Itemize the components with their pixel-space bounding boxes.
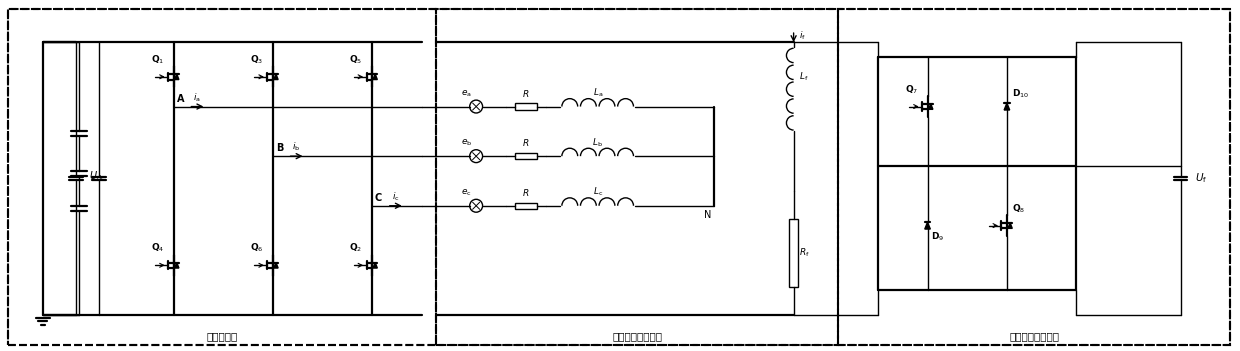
Polygon shape: [929, 104, 932, 109]
Text: R: R: [522, 90, 529, 99]
Bar: [838, 9, 1230, 345]
Text: Q$_6$: Q$_6$: [249, 242, 263, 254]
Text: 全桥变换器: 全桥变换器: [207, 331, 238, 341]
Text: 不对称半桥变换器: 不对称半桥变换器: [1009, 331, 1059, 341]
Text: $i_{\rm a}$: $i_{\rm a}$: [193, 91, 201, 104]
Text: D$_9$: D$_9$: [930, 231, 944, 243]
Polygon shape: [274, 263, 278, 268]
Text: $R_{\rm f}$: $R_{\rm f}$: [799, 247, 810, 259]
Text: B: B: [275, 143, 283, 153]
Polygon shape: [373, 263, 377, 268]
Polygon shape: [1008, 223, 1012, 229]
Bar: [436, 9, 838, 345]
Text: 电励磁双凸极电机: 电励磁双凸极电机: [613, 331, 662, 341]
Bar: [7, 9, 436, 345]
Polygon shape: [175, 263, 179, 268]
Text: R: R: [522, 139, 529, 148]
Text: $i_{\rm c}$: $i_{\rm c}$: [392, 190, 399, 203]
Polygon shape: [274, 74, 278, 80]
Text: A: A: [176, 94, 184, 104]
Text: $e_{\rm b}$: $e_{\rm b}$: [460, 138, 472, 148]
Text: D$_{10}$: D$_{10}$: [1012, 87, 1029, 100]
Text: $L_{\rm f}$: $L_{\rm f}$: [799, 71, 808, 83]
Bar: [515, 203, 537, 209]
Polygon shape: [373, 74, 377, 80]
Text: Q$_5$: Q$_5$: [348, 53, 362, 66]
Text: $i_{\rm b}$: $i_{\rm b}$: [293, 141, 301, 153]
Text: C: C: [374, 193, 382, 203]
Bar: [789, 219, 799, 287]
Text: R: R: [522, 189, 529, 198]
Text: Q$_2$: Q$_2$: [348, 242, 362, 254]
Text: $U_{\rm dc}$: $U_{\rm dc}$: [89, 169, 105, 183]
Text: Q$_3$: Q$_3$: [249, 53, 263, 66]
Text: $L_{\rm b}$: $L_{\rm b}$: [593, 136, 603, 149]
Text: Q$_7$: Q$_7$: [904, 83, 918, 95]
Text: $U_{\rm f}$: $U_{\rm f}$: [1195, 172, 1208, 185]
Text: $L_{\rm c}$: $L_{\rm c}$: [593, 186, 603, 198]
Text: N: N: [704, 210, 712, 220]
Text: $L_{\rm a}$: $L_{\rm a}$: [593, 87, 603, 99]
Polygon shape: [925, 222, 930, 229]
Text: Q$_4$: Q$_4$: [150, 242, 164, 254]
Bar: [515, 153, 537, 159]
Bar: [515, 103, 537, 110]
Text: Q$_1$: Q$_1$: [150, 53, 164, 66]
Text: Q$_8$: Q$_8$: [1012, 202, 1025, 215]
Text: $e_{\rm c}$: $e_{\rm c}$: [461, 187, 471, 198]
Polygon shape: [175, 74, 179, 80]
Text: $e_{\rm a}$: $e_{\rm a}$: [461, 88, 471, 99]
Text: $i_{\rm f}$: $i_{\rm f}$: [799, 30, 806, 42]
Polygon shape: [1004, 103, 1009, 110]
